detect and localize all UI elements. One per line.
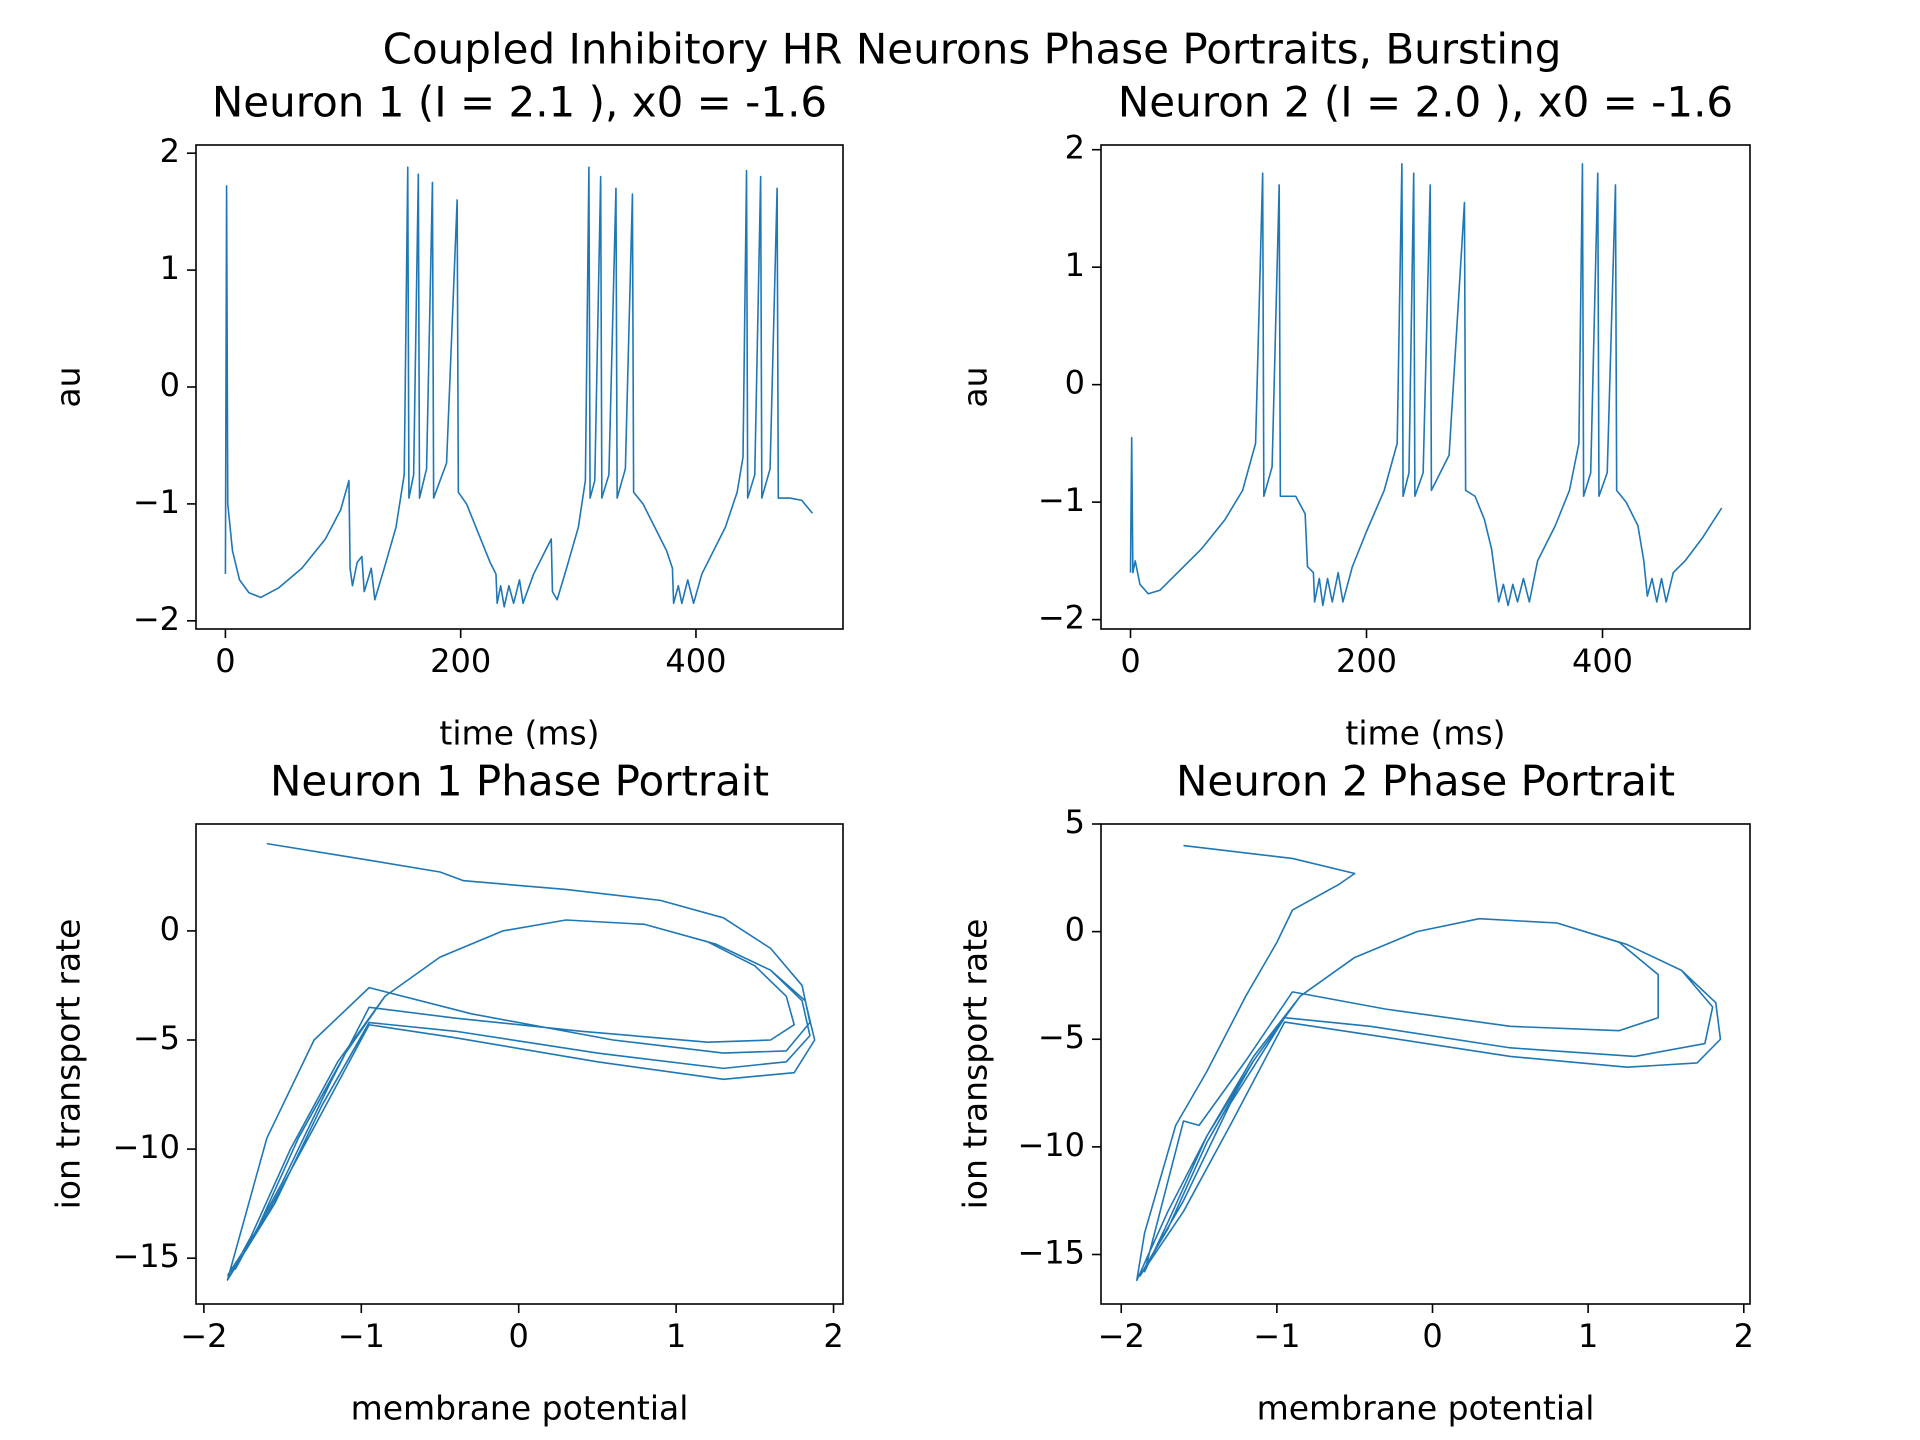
x-tick-label: 400 [665,642,726,680]
y-tick-label: −2 [133,600,180,638]
x-axis-label: time (ms) [439,714,599,753]
figure-title: Coupled Inhibitory HR Neurons Phase Port… [383,25,1562,74]
data-line [224,166,814,608]
y-axis-label: au [49,366,88,407]
y-tick-label: 0 [1065,911,1085,949]
x-tick-label: 0 [1422,1317,1442,1355]
y-tick-label: −1 [133,483,180,521]
y-tick-label: 2 [1065,129,1085,167]
x-tick-label: 200 [1336,642,1397,680]
x-tick-label: 200 [430,642,491,680]
y-tick-label: −15 [1017,1233,1085,1271]
x-tick-label: 2 [1734,1317,1754,1355]
y-tick-label: −2 [1038,599,1085,637]
y-tick-label: −15 [112,1237,180,1275]
data-line [1136,844,1722,1282]
subplot-title: Neuron 2 (I = 2.0 ), x0 = -1.6 [1118,78,1733,127]
y-tick-label: −10 [112,1128,180,1166]
axes-frame [195,823,844,1305]
y-axis-label: ion transport rate [956,919,995,1210]
y-tick-label: 2 [160,132,180,170]
x-tick-label: 1 [1578,1317,1598,1355]
subplot-title: Neuron 1 (I = 2.1 ), x0 = -1.6 [212,78,827,127]
x-axis-label: membrane potential [351,1389,689,1428]
axes-frame [1100,823,1751,1305]
x-axis-label: membrane potential [1257,1389,1595,1428]
y-tick-label: 5 [1065,803,1085,841]
data-line [226,842,816,1281]
data-line [1129,163,1723,607]
subplot-title: Neuron 1 Phase Portrait [270,757,769,806]
y-tick-label: −1 [1038,481,1085,519]
y-tick-label: 1 [1065,246,1085,284]
x-tick-label: 2 [823,1317,843,1355]
axes-frame [1100,144,1751,630]
x-tick-label: −1 [1253,1317,1300,1355]
y-tick-label: −5 [133,1019,180,1057]
y-axis-label: au [956,366,995,407]
x-tick-label: −2 [1098,1317,1145,1355]
axes-frame [195,144,844,630]
y-tick-label: −5 [1038,1018,1085,1056]
x-tick-label: 0 [1120,642,1140,680]
y-tick-label: 0 [160,366,180,404]
x-axis-label: time (ms) [1345,714,1505,753]
x-tick-label: 1 [666,1317,686,1355]
x-tick-label: 0 [215,642,235,680]
x-tick-label: 400 [1572,642,1633,680]
y-tick-label: 1 [160,249,180,287]
y-tick-label: 0 [160,910,180,948]
y-tick-label: −10 [1017,1126,1085,1164]
x-tick-label: −1 [338,1317,385,1355]
subplot-title: Neuron 2 Phase Portrait [1176,757,1675,806]
x-tick-label: 0 [509,1317,529,1355]
y-tick-label: 0 [1065,364,1085,402]
x-tick-label: −2 [180,1317,227,1355]
y-axis-label: ion transport rate [49,919,88,1210]
